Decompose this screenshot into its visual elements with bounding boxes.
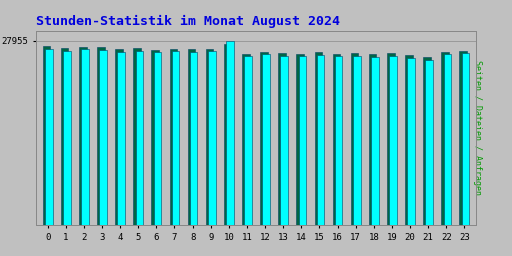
Bar: [351, 53, 358, 225]
Bar: [242, 54, 250, 225]
Bar: [61, 48, 69, 225]
Bar: [99, 50, 107, 225]
Bar: [371, 57, 379, 225]
Bar: [63, 50, 71, 225]
Bar: [279, 53, 286, 225]
Bar: [226, 41, 233, 225]
Bar: [136, 50, 143, 225]
Bar: [335, 56, 343, 225]
Bar: [443, 55, 451, 225]
Bar: [389, 56, 397, 225]
Bar: [97, 47, 104, 225]
Bar: [387, 53, 395, 225]
Bar: [353, 56, 360, 225]
Bar: [459, 50, 467, 225]
Bar: [206, 49, 214, 225]
Bar: [314, 52, 322, 225]
Bar: [262, 55, 270, 225]
Bar: [190, 52, 198, 225]
Bar: [133, 48, 141, 225]
Bar: [188, 49, 195, 225]
Text: Stunden-Statistik im Monat August 2024: Stunden-Statistik im Monat August 2024: [36, 15, 340, 28]
Bar: [79, 47, 87, 225]
Bar: [152, 50, 159, 225]
Bar: [317, 55, 324, 225]
Bar: [441, 52, 449, 225]
Bar: [172, 51, 179, 225]
Bar: [260, 52, 268, 225]
Bar: [45, 49, 53, 225]
Bar: [408, 58, 415, 225]
Bar: [369, 55, 376, 225]
Bar: [298, 56, 306, 225]
Bar: [208, 51, 216, 225]
Y-axis label: Seiten / Dateien / Anfragen: Seiten / Dateien / Anfragen: [473, 60, 482, 196]
Bar: [425, 60, 433, 225]
Bar: [115, 49, 123, 225]
Bar: [224, 44, 231, 225]
Bar: [281, 56, 288, 225]
Bar: [169, 49, 177, 225]
Bar: [244, 56, 252, 225]
Bar: [423, 57, 431, 225]
Bar: [405, 55, 413, 225]
Bar: [117, 52, 125, 225]
Bar: [296, 54, 304, 225]
Bar: [333, 54, 340, 225]
Bar: [462, 53, 470, 225]
Bar: [154, 52, 161, 225]
Bar: [81, 49, 89, 225]
Bar: [42, 46, 50, 225]
